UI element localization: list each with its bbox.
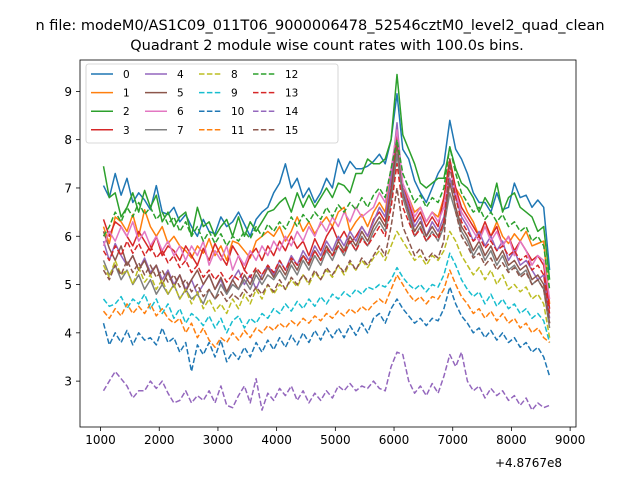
x-tick-label: 8000 [496, 433, 527, 447]
y-tick-label: 3 [64, 375, 72, 389]
legend-label-4: 4 [177, 69, 184, 81]
axes-frame [79, 59, 577, 428]
legend-box [85, 63, 339, 144]
x-tick-label: 7000 [437, 433, 468, 447]
legend-label-14: 14 [285, 106, 299, 118]
legend-label-11: 11 [231, 125, 244, 137]
x-tick-label: 2000 [144, 433, 175, 447]
y-tick-label: 4 [64, 326, 72, 340]
chart-title: Quadrant 2 module wise count rates with … [130, 38, 524, 54]
y-tick-label: 5 [64, 278, 72, 292]
x-tick-label: 4000 [261, 433, 292, 447]
series-line-8 [102, 230, 551, 338]
y-tick-label: 8 [64, 133, 72, 147]
x-offset-label: +4.8767e8 [495, 456, 562, 470]
legend-label-6: 6 [177, 106, 184, 118]
series-line-9 [102, 252, 551, 343]
legend-label-13: 13 [285, 88, 298, 100]
series-line-1 [102, 143, 551, 304]
x-tick-label: 5000 [320, 433, 351, 447]
legend-label-12: 12 [285, 69, 298, 81]
series-line-14 [102, 351, 550, 411]
series-line-15 [102, 158, 551, 324]
series-line-6 [102, 129, 551, 300]
series-line-3 [102, 134, 551, 309]
chart-suptitle: n file: modeM0/AS1C09_011T06_9000006478_… [35, 18, 604, 34]
legend-label-9: 9 [231, 88, 238, 100]
x-tick-label: 3000 [203, 433, 234, 447]
legend-label-8: 8 [231, 69, 238, 81]
legend-label-0: 0 [123, 69, 130, 81]
legend-label-10: 10 [231, 106, 244, 118]
series-line-13 [102, 163, 551, 314]
series-line-10 [102, 286, 551, 377]
legend-label-15: 15 [285, 125, 298, 137]
legend-label-7: 7 [177, 125, 184, 137]
series-line-2 [102, 73, 551, 280]
legend-label-2: 2 [123, 106, 130, 118]
series-line-5 [102, 143, 551, 324]
legend-label-1: 1 [123, 88, 130, 100]
y-tick-label: 7 [64, 181, 72, 195]
x-tick-label: 1000 [85, 433, 116, 447]
y-tick-label: 9 [64, 85, 72, 99]
series-line-11 [102, 269, 551, 349]
series-line-0 [102, 93, 551, 271]
x-tick-label: 6000 [379, 433, 410, 447]
legend-label-3: 3 [123, 125, 130, 137]
y-tick-label: 6 [64, 230, 72, 244]
series-layer [102, 73, 551, 411]
legend-label-5: 5 [177, 88, 184, 100]
x-tick-label: 9000 [555, 433, 586, 447]
axes-layer: 1000 2000 3000 4000 5000 6000 7000 8000 9000 3 4 5 6… [64, 59, 586, 447]
series-line-12 [102, 138, 551, 290]
